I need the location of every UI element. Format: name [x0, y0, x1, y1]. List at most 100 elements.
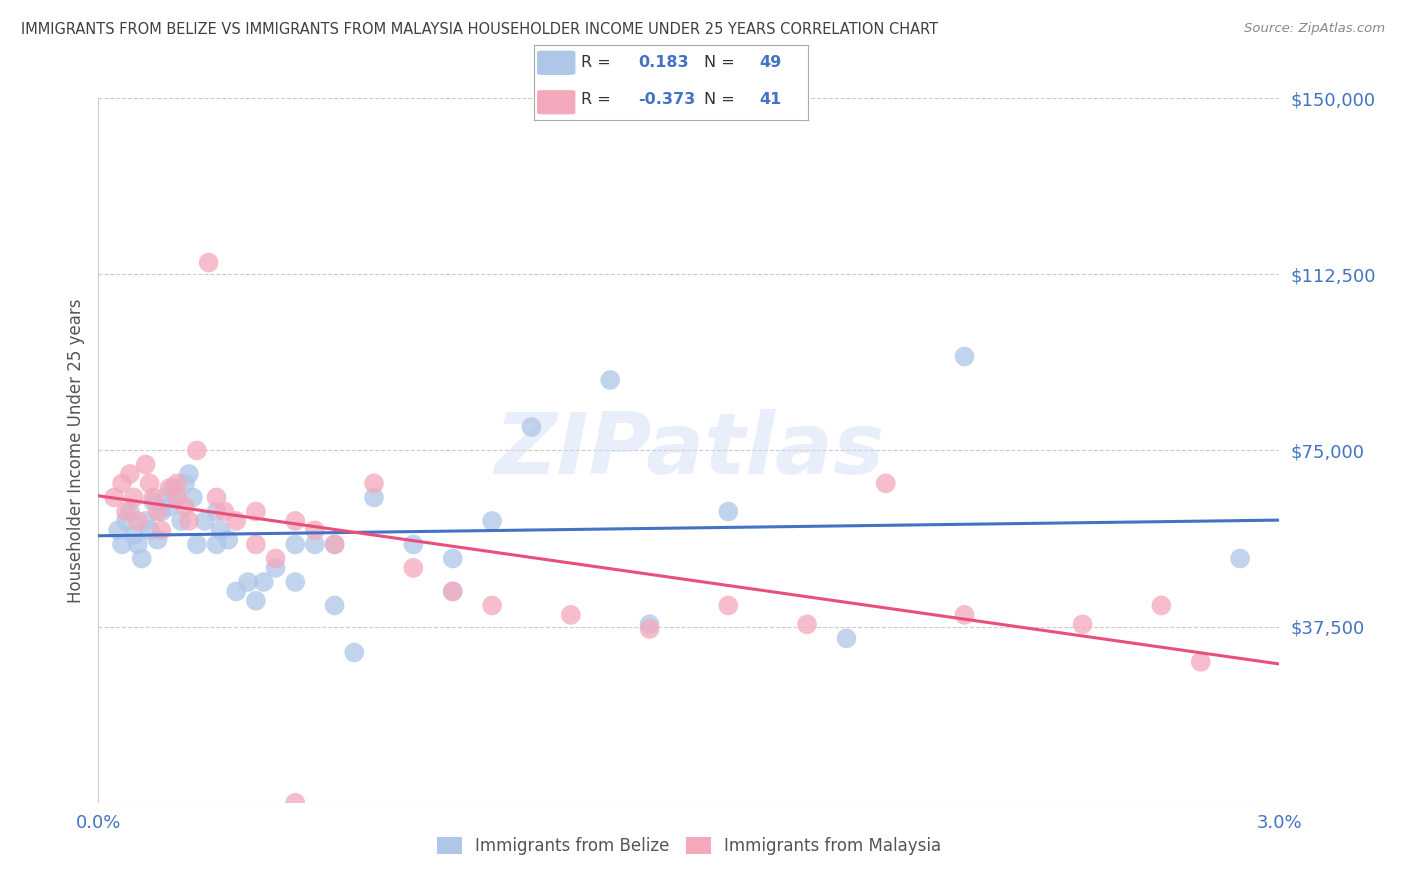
Point [284, 574, 307, 589]
Point [174, 476, 197, 491]
Point [181, 491, 204, 505]
Point [115, 504, 138, 518]
Point [717, 504, 740, 518]
Point [441, 551, 464, 566]
Text: R =: R = [581, 54, 616, 70]
Point [236, 574, 259, 589]
Point [875, 476, 897, 491]
Point [115, 514, 138, 528]
FancyBboxPatch shape [537, 51, 575, 75]
Point [205, 491, 228, 505]
Text: -0.373: -0.373 [638, 93, 696, 107]
Point [225, 584, 247, 599]
Point [363, 491, 385, 505]
Point [157, 481, 180, 495]
Point [1189, 655, 1212, 669]
Point [264, 551, 287, 566]
Point [245, 504, 267, 518]
Point [953, 350, 976, 364]
Text: N =: N = [704, 54, 740, 70]
Point [135, 514, 157, 528]
Legend: Immigrants from Belize, Immigrants from Malaysia: Immigrants from Belize, Immigrants from … [430, 830, 948, 862]
Point [194, 514, 217, 528]
Point [363, 476, 385, 491]
Point [520, 420, 543, 434]
Point [304, 537, 326, 551]
Point [1071, 617, 1094, 632]
Point [953, 607, 976, 622]
Point [253, 574, 276, 589]
Point [138, 524, 160, 538]
Point [560, 607, 582, 622]
Point [138, 476, 160, 491]
Point [162, 481, 184, 495]
Point [197, 255, 219, 269]
Point [170, 514, 193, 528]
Point [186, 443, 208, 458]
Text: 0.183: 0.183 [638, 54, 689, 70]
Point [1229, 551, 1251, 566]
Y-axis label: Householder Income Under 25 years: Householder Income Under 25 years [66, 298, 84, 603]
Point [323, 537, 346, 551]
Point [599, 373, 621, 387]
Point [835, 632, 858, 646]
Point [166, 476, 188, 491]
Point [107, 524, 129, 538]
Point [323, 599, 346, 613]
Point [146, 504, 169, 518]
Point [131, 551, 153, 566]
Point [638, 622, 661, 636]
Point [135, 458, 157, 472]
Point [481, 599, 503, 613]
Point [214, 504, 236, 518]
Point [111, 476, 134, 491]
Point [284, 796, 307, 810]
Text: IMMIGRANTS FROM BELIZE VS IMMIGRANTS FROM MALAYSIA HOUSEHOLDER INCOME UNDER 25 Y: IMMIGRANTS FROM BELIZE VS IMMIGRANTS FRO… [21, 22, 938, 37]
Point [142, 495, 165, 509]
Point [284, 514, 307, 528]
Point [796, 617, 818, 632]
Point [205, 537, 228, 551]
Point [118, 467, 141, 481]
Point [146, 533, 169, 547]
Point [166, 491, 188, 505]
Point [150, 504, 173, 518]
FancyBboxPatch shape [537, 90, 575, 114]
Text: 41: 41 [759, 93, 782, 107]
Point [481, 514, 503, 528]
Point [150, 524, 173, 538]
Point [1150, 599, 1173, 613]
Point [441, 584, 464, 599]
Point [174, 500, 197, 514]
Point [177, 514, 200, 528]
Point [122, 491, 145, 505]
Point [157, 500, 180, 514]
Point [103, 491, 125, 505]
Point [441, 584, 464, 599]
Point [122, 528, 145, 542]
Point [127, 537, 149, 551]
Text: R =: R = [581, 93, 616, 107]
Point [111, 537, 134, 551]
Point [225, 514, 247, 528]
Point [142, 491, 165, 505]
Point [304, 524, 326, 538]
Point [118, 504, 141, 518]
Point [245, 594, 267, 608]
Point [343, 645, 366, 659]
Point [323, 537, 346, 551]
Text: 49: 49 [759, 54, 782, 70]
Point [717, 599, 740, 613]
Point [186, 537, 208, 551]
Point [127, 514, 149, 528]
Point [264, 561, 287, 575]
Point [284, 537, 307, 551]
Text: ZIPatlas: ZIPatlas [494, 409, 884, 492]
Point [402, 537, 425, 551]
Text: Source: ZipAtlas.com: Source: ZipAtlas.com [1244, 22, 1385, 36]
Point [155, 491, 177, 505]
Point [166, 491, 188, 505]
Point [205, 504, 228, 518]
Point [245, 537, 267, 551]
Point [209, 524, 232, 538]
